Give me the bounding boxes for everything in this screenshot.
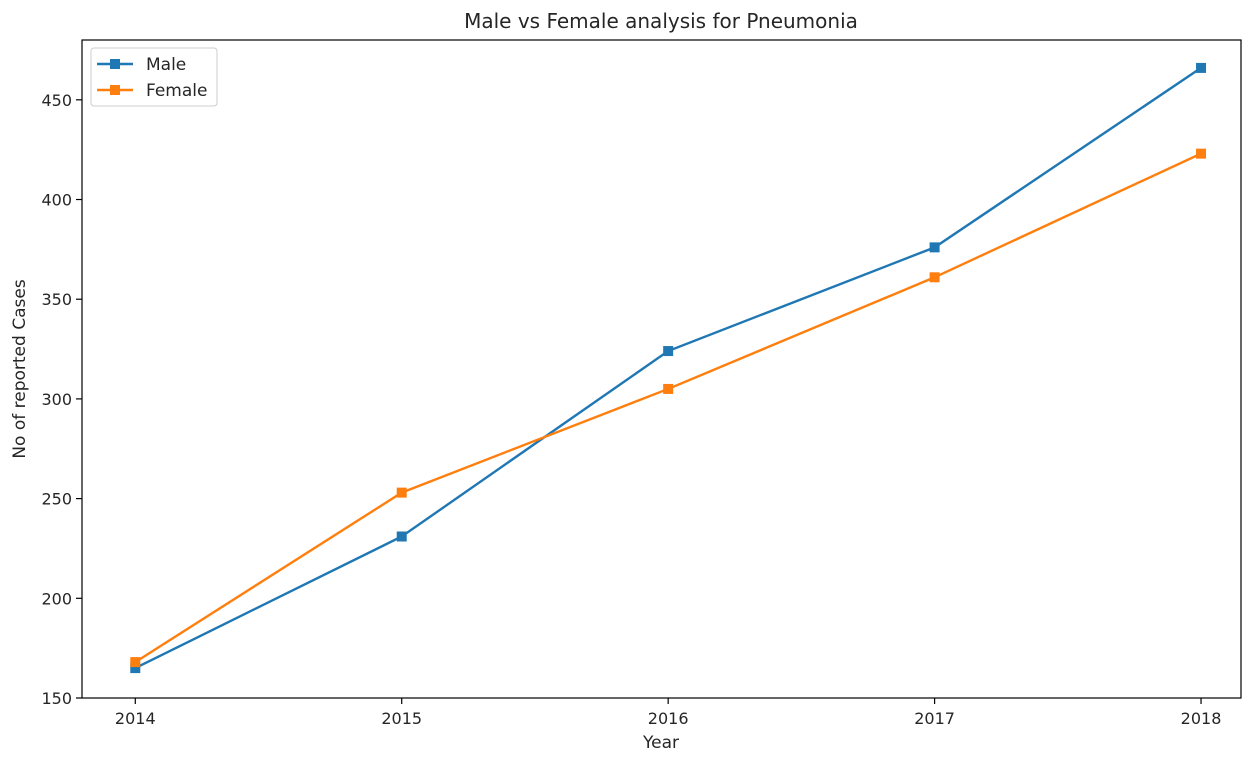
x-tick-label: 2016 xyxy=(648,709,689,728)
y-tick-label: 350 xyxy=(41,290,72,309)
legend-marker-swatch xyxy=(110,59,120,69)
data-point-female xyxy=(663,383,674,394)
legend: Male Female xyxy=(90,47,218,107)
plot-area-frame xyxy=(81,39,1242,699)
y-tick-label: 300 xyxy=(41,390,72,409)
y-axis-label: No of reported Cases xyxy=(10,279,30,458)
y-tick-label: 150 xyxy=(41,689,72,708)
series-line-male xyxy=(134,66,1202,670)
legend-label: Female xyxy=(146,81,207,101)
chart-title: Male vs Female analysis for Pneumonia xyxy=(464,9,858,33)
data-point-male xyxy=(396,531,407,542)
y-axis: 150 200 250 300 350 400 450 xyxy=(41,91,82,708)
x-axis-label: Year xyxy=(642,733,679,753)
y-tick-label: 200 xyxy=(41,589,72,608)
x-tick-label: 2015 xyxy=(381,709,422,728)
data-point-female xyxy=(396,487,407,498)
x-axis: 2014 2015 2016 2017 2018 xyxy=(115,698,1221,728)
legend-item-male: Male xyxy=(97,55,186,75)
series-female xyxy=(130,148,1207,668)
legend-box xyxy=(90,47,218,107)
data-point-female xyxy=(1196,148,1207,159)
legend-label: Male xyxy=(146,55,186,75)
data-point-male xyxy=(1196,62,1207,73)
series-male xyxy=(130,62,1207,674)
legend-item-female: Female xyxy=(97,81,207,101)
series-line-female xyxy=(134,152,1202,664)
data-point-female xyxy=(130,657,141,668)
data-point-female xyxy=(929,272,940,283)
y-tick-label: 450 xyxy=(41,91,72,110)
x-tick-label: 2017 xyxy=(914,709,955,728)
y-tick-label: 250 xyxy=(41,490,72,509)
y-tick-label: 400 xyxy=(41,191,72,210)
data-point-male xyxy=(130,663,141,674)
x-tick-label: 2014 xyxy=(115,709,156,728)
series-layer xyxy=(130,62,1207,674)
data-point-male xyxy=(663,346,674,357)
x-tick-label: 2018 xyxy=(1181,709,1222,728)
data-point-male xyxy=(929,242,940,253)
legend-marker-swatch xyxy=(110,85,120,95)
